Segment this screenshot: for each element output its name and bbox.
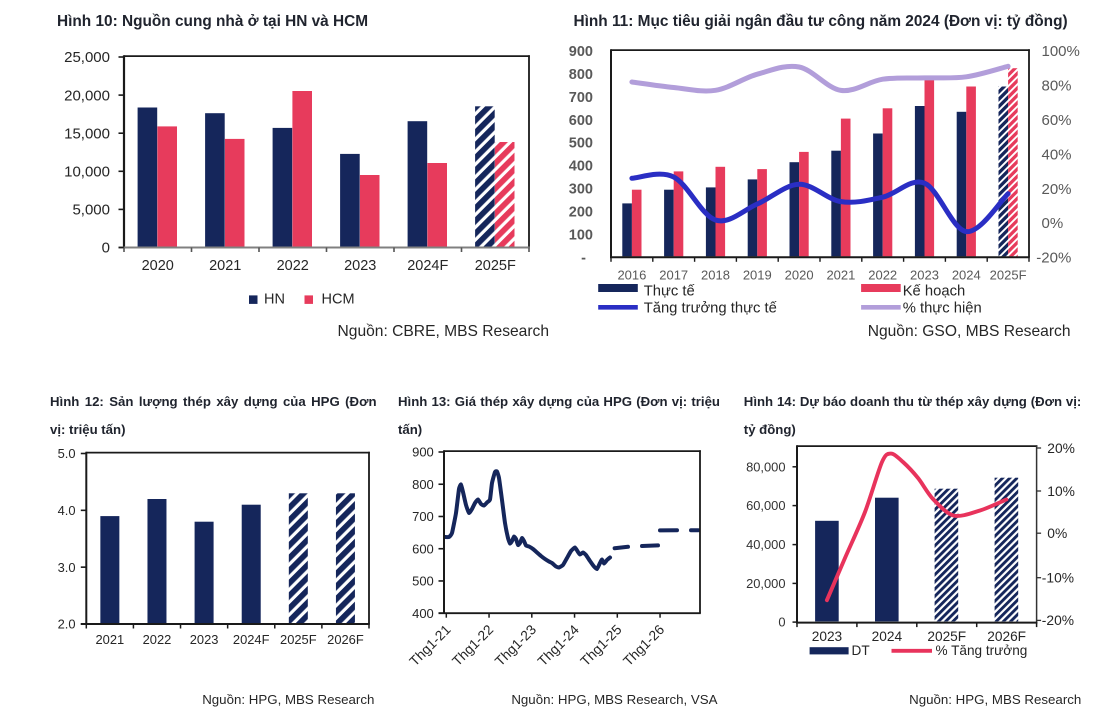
svg-text:60,000: 60,000 (746, 498, 785, 513)
svg-text:5,000: 5,000 (72, 202, 110, 219)
svg-text:2021: 2021 (826, 268, 855, 283)
svg-text:HCM: HCM (322, 292, 355, 308)
svg-text:20%: 20% (1042, 181, 1072, 198)
svg-text:0: 0 (778, 615, 785, 630)
svg-text:80%: 80% (1042, 78, 1072, 95)
svg-text:3.0: 3.0 (58, 560, 76, 575)
svg-text:HN: HN (264, 292, 285, 308)
svg-text:DT: DT (852, 643, 870, 658)
svg-text:Tăng trưởng thực tế: Tăng trưởng thực tế (644, 301, 778, 317)
svg-text:2017: 2017 (659, 268, 688, 283)
svg-text:100%: 100% (1042, 43, 1080, 60)
svg-text:20,000: 20,000 (64, 87, 110, 104)
svg-text:2025F: 2025F (927, 629, 966, 644)
svg-text:2024: 2024 (872, 629, 903, 644)
svg-text:Nguồn: HPG, MBS Research, VSA: Nguồn: HPG, MBS Research, VSA (511, 692, 717, 707)
svg-text:2025F: 2025F (280, 632, 317, 647)
svg-text:700: 700 (569, 90, 593, 106)
svg-text:15,000: 15,000 (64, 125, 110, 142)
svg-text:800: 800 (569, 67, 593, 83)
svg-text:2026F: 2026F (987, 629, 1026, 644)
svg-text:Thg1-22: Thg1-22 (449, 622, 496, 669)
svg-text:-20%: -20% (1036, 250, 1071, 267)
svg-text:100: 100 (569, 227, 593, 243)
svg-text:25,000: 25,000 (64, 49, 110, 66)
svg-text:20,000: 20,000 (746, 576, 785, 591)
svg-text:2020: 2020 (142, 258, 174, 274)
svg-text:0: 0 (102, 240, 110, 257)
svg-text:2023: 2023 (910, 268, 939, 283)
svg-text:2020: 2020 (785, 268, 814, 283)
svg-text:Kế hoạch: Kế hoạch (903, 284, 966, 300)
svg-text:2025F: 2025F (475, 258, 516, 274)
svg-text:-: - (581, 250, 586, 266)
svg-text:Nguồn: CBRE, MBS Research: Nguồn: CBRE, MBS Research (338, 323, 549, 340)
svg-text:600: 600 (569, 113, 593, 129)
svg-text:900: 900 (412, 445, 434, 460)
svg-text:Thg1-21: Thg1-21 (407, 622, 454, 669)
svg-text:2025F: 2025F (990, 268, 1027, 283)
svg-text:Thg1-25: Thg1-25 (578, 622, 625, 669)
svg-text:% thực hiện: % thực hiện (903, 301, 982, 317)
svg-text:900: 900 (569, 44, 593, 60)
svg-text:800: 800 (412, 477, 434, 492)
svg-text:2016: 2016 (617, 268, 646, 283)
svg-text:300: 300 (569, 182, 593, 198)
svg-text:2022: 2022 (277, 258, 309, 274)
svg-text:400: 400 (412, 606, 434, 621)
svg-text:2023: 2023 (190, 632, 219, 647)
svg-text:2.0: 2.0 (58, 617, 76, 632)
svg-text:2021: 2021 (209, 258, 241, 274)
svg-text:2019: 2019 (743, 268, 772, 283)
svg-text:5.0: 5.0 (58, 446, 76, 461)
svg-text:-20%: -20% (1042, 613, 1074, 628)
svg-text:Thực tế: Thực tế (644, 284, 696, 300)
svg-text:2022: 2022 (143, 632, 172, 647)
svg-text:2021: 2021 (96, 632, 125, 647)
svg-text:500: 500 (412, 574, 434, 589)
svg-text:2024F: 2024F (233, 632, 270, 647)
svg-text:40%: 40% (1042, 146, 1072, 163)
svg-text:0%: 0% (1047, 526, 1067, 541)
svg-text:2018: 2018 (701, 268, 730, 283)
svg-text:200: 200 (569, 204, 593, 220)
svg-text:40,000: 40,000 (746, 537, 785, 552)
svg-text:10%: 10% (1047, 484, 1075, 499)
svg-text:2026F: 2026F (327, 632, 364, 647)
svg-text:Thg1-23: Thg1-23 (492, 622, 539, 669)
svg-text:80,000: 80,000 (746, 459, 785, 474)
svg-text:10,000: 10,000 (64, 164, 110, 181)
svg-text:2024F: 2024F (407, 258, 448, 274)
svg-text:Thg1-24: Thg1-24 (535, 622, 582, 669)
svg-text:4.0: 4.0 (58, 503, 76, 518)
svg-text:60%: 60% (1042, 112, 1072, 129)
svg-text:600: 600 (412, 541, 434, 556)
svg-text:0%: 0% (1042, 215, 1064, 232)
svg-text:Thg1-26: Thg1-26 (620, 622, 667, 669)
svg-text:-10%: -10% (1042, 571, 1074, 586)
svg-text:400: 400 (569, 159, 593, 175)
svg-text:Nguồn: HPG, MBS Research: Nguồn: HPG, MBS Research (909, 692, 1081, 707)
svg-text:20%: 20% (1047, 441, 1075, 456)
svg-text:2024: 2024 (952, 268, 981, 283)
svg-text:700: 700 (412, 509, 434, 524)
svg-text:2023: 2023 (344, 258, 376, 274)
svg-text:2022: 2022 (868, 268, 897, 283)
svg-text:2023: 2023 (812, 629, 843, 644)
svg-text:% Tăng trưởng: % Tăng trưởng (936, 643, 1028, 658)
svg-text:Nguồn: GSO, MBS Research: Nguồn: GSO, MBS Research (868, 323, 1071, 340)
svg-text:Nguồn: HPG, MBS Research: Nguồn: HPG, MBS Research (202, 692, 374, 707)
svg-text:500: 500 (569, 136, 593, 152)
